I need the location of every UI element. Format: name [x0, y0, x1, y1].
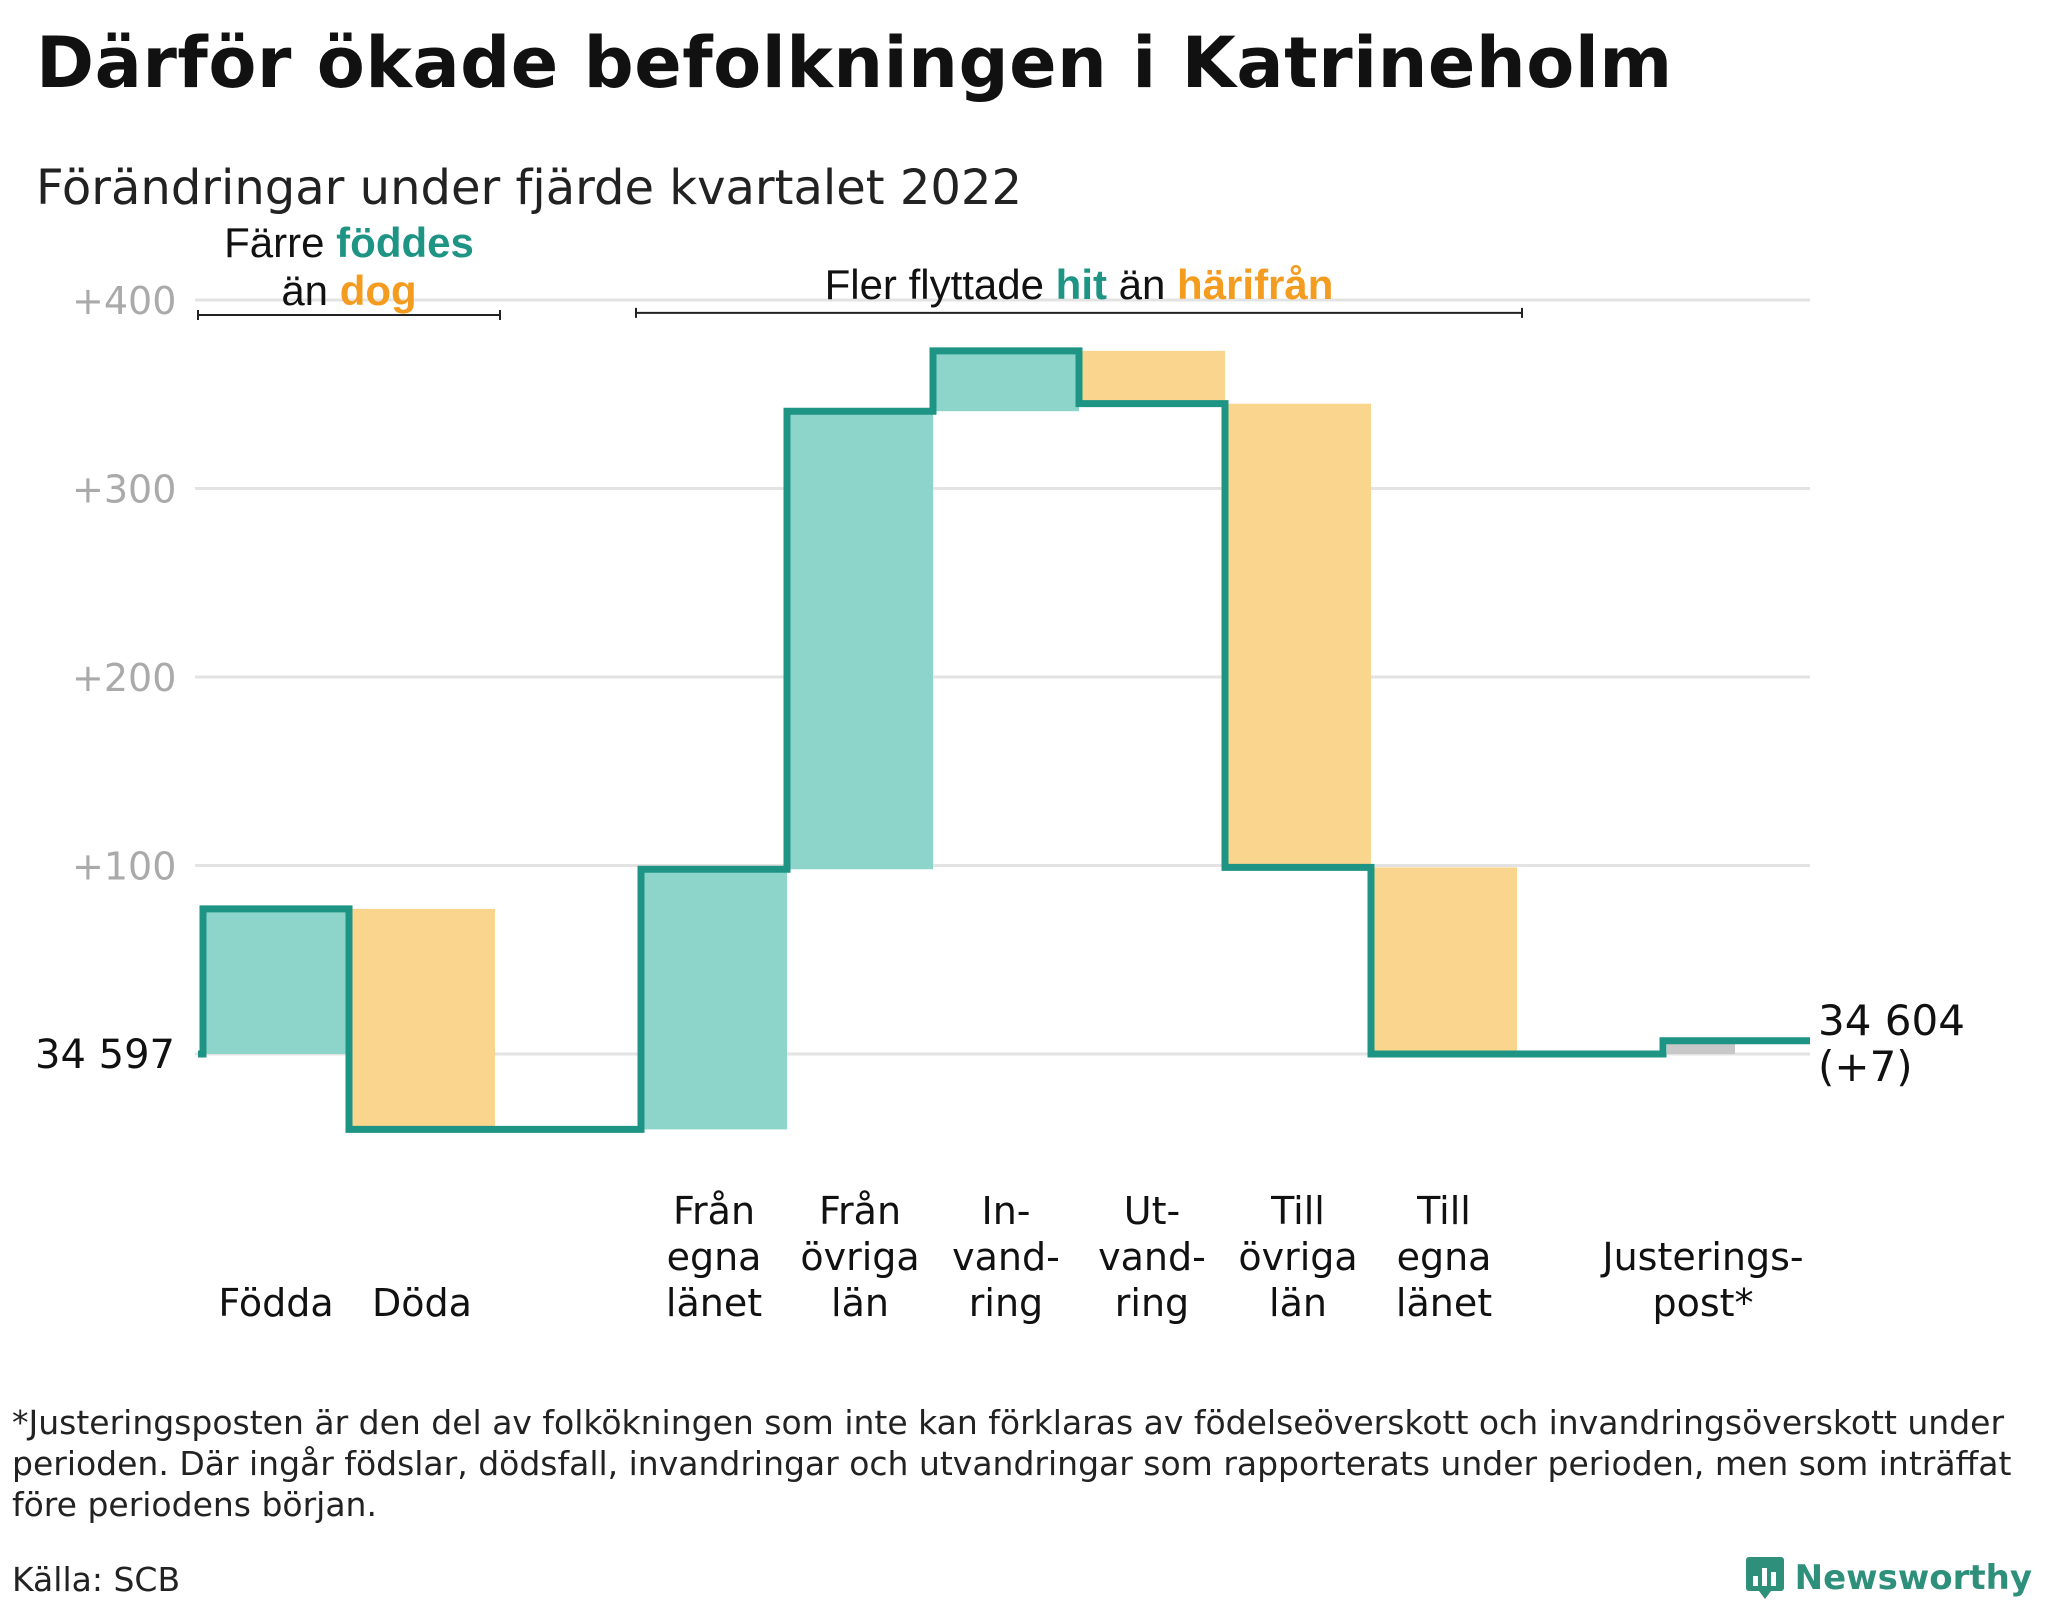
category-label: egna [1397, 1235, 1492, 1279]
end-change-label: (+7) [1818, 1042, 1913, 1091]
annotation-text-part: än [1107, 261, 1177, 308]
category-label: Ut- [1124, 1189, 1180, 1233]
annotation-text-part: hit [1056, 261, 1107, 308]
category-label: Till [1270, 1189, 1325, 1233]
category-label: vand- [1098, 1235, 1206, 1279]
waterfall-chart: +100 +200 +300 +400 34 597 34 604(+7) Födda Död… [35, 219, 1965, 1325]
waterfall-bar [1079, 350, 1225, 404]
y-tick-label: +100 [72, 845, 176, 889]
category-label: In- [981, 1189, 1030, 1233]
category-label: vand- [952, 1235, 1060, 1279]
category-label: övriga [1238, 1235, 1357, 1279]
end-value-label: 34 604 [1818, 996, 1965, 1045]
category-label: post* [1652, 1281, 1753, 1325]
annotation-text-part: dog [340, 267, 417, 314]
category-label: egna [667, 1235, 762, 1279]
category-label: länet [666, 1281, 762, 1325]
waterfall-bar [787, 411, 933, 870]
category-label: Födda [218, 1281, 333, 1325]
waterfall-bar [1225, 403, 1371, 868]
category-label: Döda [372, 1281, 472, 1325]
category-label: Från [673, 1189, 755, 1233]
annotation-text: Färre föddes [224, 219, 474, 266]
y-tick-label: +200 [72, 656, 176, 700]
chart-subtitle: Förändringar under fjärde kvartalet 2022 [36, 160, 1022, 216]
annotation-text-part: härifrån [1177, 261, 1333, 308]
waterfall-bar [203, 908, 349, 1054]
y-tick-label: +400 [72, 279, 176, 323]
annotation-text: Fler flyttade hit än härifrån [825, 261, 1334, 308]
footnote: *Justeringsposten är den del av folkökni… [12, 1403, 2012, 1524]
annotation-text-part: än [281, 267, 339, 314]
cumulative-step-line [198, 347, 1810, 1133]
category-label: Från [819, 1189, 901, 1233]
category-label: län [1269, 1281, 1327, 1325]
waterfall-bar [1371, 867, 1517, 1054]
waterfall-bar [641, 869, 787, 1130]
category-label: ring [1115, 1281, 1189, 1325]
annotation-text-part: Färre [224, 219, 336, 266]
annotation-text: än dog [281, 267, 416, 314]
category-label: Justerings- [1600, 1235, 1803, 1279]
category-label: länet [1396, 1281, 1492, 1325]
newsworthy-logo-icon [1745, 1557, 1784, 1599]
annotation-text-part: föddes [336, 219, 474, 266]
category-label: övriga [800, 1235, 919, 1279]
brand-name: Newsworthy [1794, 1558, 2032, 1598]
chart-title: Därför ökade befolkningen i Katrineholm [36, 22, 1673, 104]
category-label: Till [1416, 1189, 1471, 1233]
waterfall-bar [933, 350, 1079, 412]
category-label: län [831, 1281, 889, 1325]
annotation-text-part: Fler flyttade [825, 261, 1056, 308]
waterfall-bar [349, 908, 495, 1130]
category-label: ring [969, 1281, 1043, 1325]
brand-logo: Newsworthy [1745, 1556, 2032, 1600]
y-tick-label: +300 [72, 468, 176, 512]
start-value-label: 34 597 [35, 1032, 175, 1078]
source-note: Källa: SCB [12, 1560, 181, 1599]
